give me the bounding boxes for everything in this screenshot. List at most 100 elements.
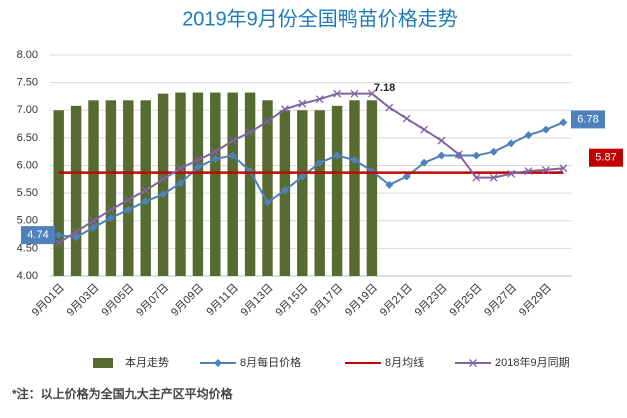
footnote: *注：以上价格为全国九大主产区平均价格	[12, 386, 234, 401]
data-label: 5.87	[595, 152, 616, 164]
bar	[366, 100, 378, 277]
bar	[105, 100, 117, 277]
marker	[193, 156, 202, 164]
data-label: 7.18	[374, 82, 395, 94]
data-label-box	[21, 226, 55, 245]
y-tick-label: 8.00	[17, 49, 38, 61]
bar	[70, 105, 82, 276]
bar	[140, 100, 151, 277]
marker	[402, 172, 411, 181]
marker	[54, 231, 63, 240]
bar	[210, 92, 221, 276]
marker	[246, 128, 255, 137]
marker	[402, 114, 411, 123]
marker	[159, 190, 168, 199]
data-label-box	[589, 148, 623, 167]
marker	[211, 147, 220, 156]
legend-label: 8月每日价格	[240, 355, 301, 369]
marker	[315, 158, 324, 167]
marker	[176, 179, 185, 188]
marker	[89, 216, 98, 225]
bar	[297, 110, 308, 276]
marker	[106, 205, 115, 214]
marker	[333, 89, 342, 98]
marker	[472, 151, 481, 160]
marker	[298, 172, 307, 181]
marker	[524, 167, 533, 175]
marker	[263, 198, 272, 207]
marker	[507, 139, 516, 148]
bar	[244, 92, 256, 276]
marker	[437, 151, 446, 160]
marker	[385, 103, 394, 112]
y-tick-label: 7.00	[17, 104, 38, 116]
bar	[123, 100, 134, 277]
marker	[507, 169, 516, 178]
marker	[193, 163, 202, 172]
bar	[349, 100, 360, 277]
bar	[53, 110, 64, 276]
marker	[124, 205, 133, 214]
marker	[559, 164, 568, 173]
marker	[176, 164, 185, 173]
marker	[89, 223, 98, 232]
data-label: 6.78	[577, 113, 598, 125]
marker	[385, 180, 394, 189]
marker	[454, 150, 463, 159]
bar	[262, 100, 273, 277]
marker	[263, 117, 272, 126]
marker	[211, 154, 220, 163]
marker	[315, 95, 324, 104]
legend-label: 本月走势	[125, 355, 169, 369]
marker	[489, 173, 498, 182]
marker	[541, 125, 550, 134]
bar	[331, 105, 343, 276]
marker	[72, 227, 81, 236]
marker	[228, 151, 237, 160]
marker	[367, 89, 376, 98]
marker	[350, 155, 359, 164]
marker	[559, 118, 568, 127]
legend-swatch	[93, 358, 113, 368]
marker	[106, 213, 115, 222]
y-tick-label: 6.00	[17, 159, 38, 171]
legend-label: 8月均线	[385, 355, 424, 369]
legend-marker	[469, 359, 477, 367]
marker	[298, 99, 307, 108]
data-label: 4.74	[27, 229, 48, 241]
marker	[350, 89, 359, 98]
marker	[54, 238, 63, 247]
marker	[228, 136, 237, 145]
chart-title: 2019年9月份全国鸭苗价格走势	[182, 7, 458, 30]
marker	[472, 173, 481, 182]
marker	[524, 131, 533, 140]
y-tick-label: 5.50	[17, 187, 38, 199]
marker	[437, 136, 446, 145]
marker	[333, 151, 342, 160]
marker	[280, 105, 289, 114]
marker	[124, 195, 133, 204]
y-tick-label: 4.00	[17, 270, 38, 282]
marker	[420, 158, 429, 167]
marker	[489, 147, 498, 156]
bar	[314, 110, 325, 276]
y-tick-label: 7.50	[17, 77, 38, 89]
marker	[72, 233, 81, 242]
legend-marker	[214, 359, 222, 367]
legend-label: 2018年9月同期	[495, 355, 570, 369]
marker	[141, 186, 150, 195]
marker	[141, 197, 150, 206]
data-label-box	[571, 110, 605, 129]
bar	[157, 93, 169, 276]
bar	[227, 92, 238, 276]
y-tick-label: 6.50	[17, 132, 38, 144]
bar	[88, 100, 99, 277]
marker	[541, 165, 550, 174]
line	[58, 92, 564, 244]
marker	[159, 175, 168, 184]
bar	[192, 92, 204, 276]
y-tick-label: 4.50	[17, 242, 38, 254]
marker	[420, 125, 429, 134]
